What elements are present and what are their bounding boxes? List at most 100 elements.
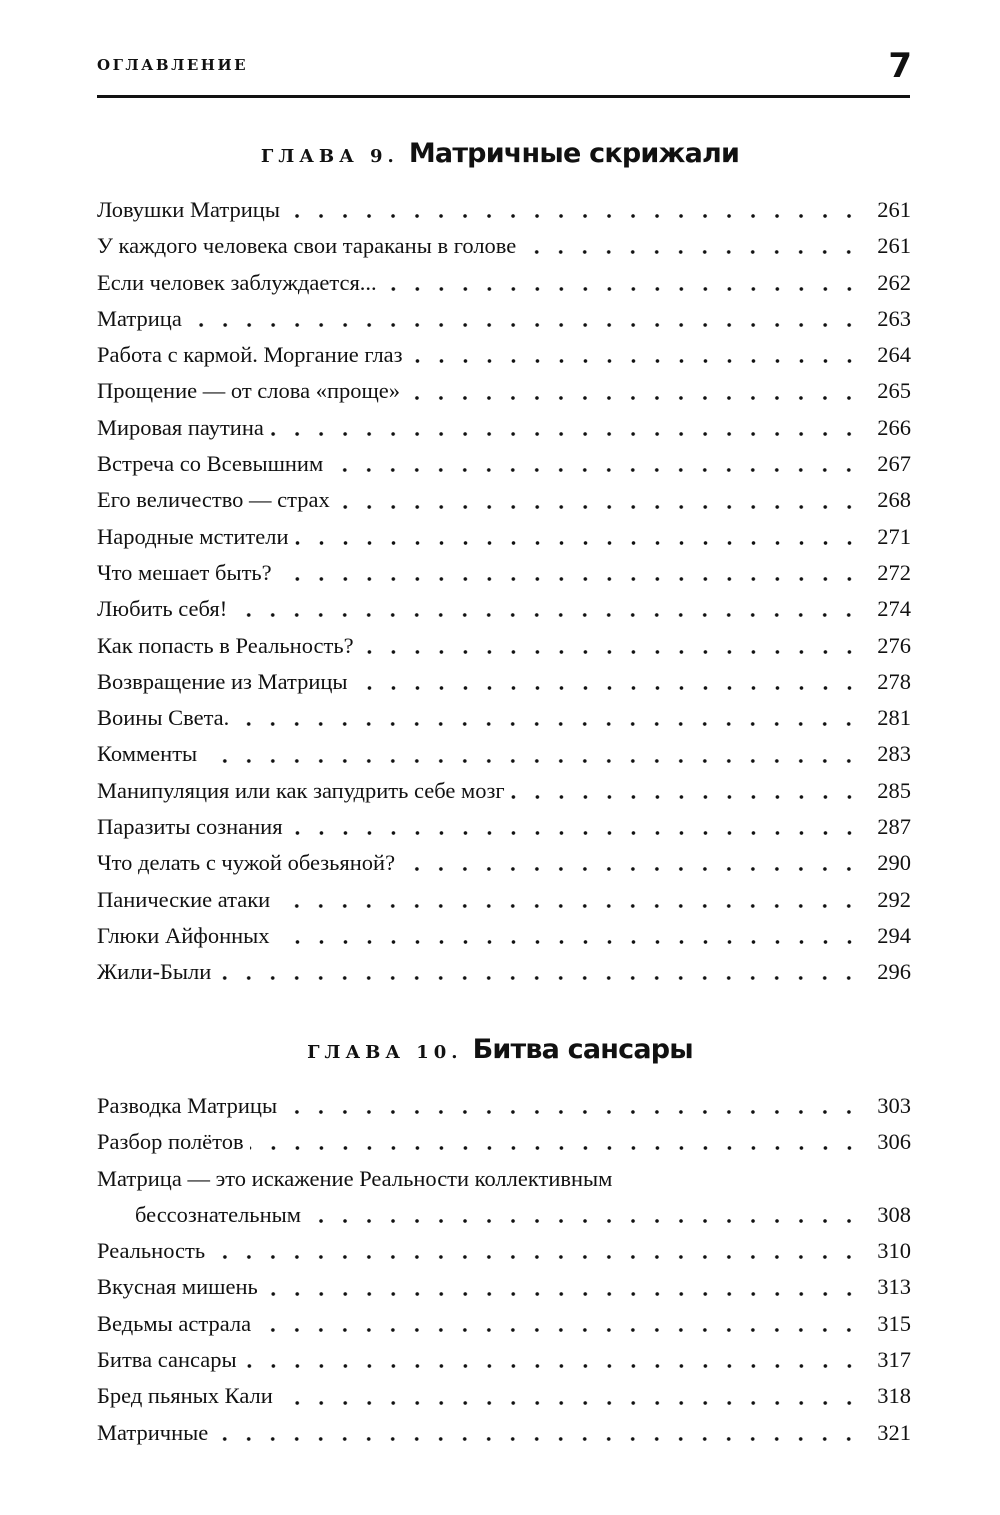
toc-entry[interactable]: Манипуляция или как запудрить себе мозг 2… [97,773,911,809]
toc-entry[interactable]: Воины Света. 281 [97,700,911,736]
entry-page: 274 [877,596,911,622]
toc-entry[interactable]: Матрица — это искажение Реальности колле… [97,1161,911,1197]
toc-entry[interactable]: Если человек заблуждается... 262 [97,265,911,301]
toc-entry[interactable]: Возвращение из Матрицы 278 [97,664,911,700]
entry-title: Возвращение из Матрицы [97,668,348,694]
toc-entry[interactable]: Народные мстители 271 [97,519,911,555]
entry-page: 296 [877,959,911,985]
entry-page: 315 [877,1310,911,1336]
dot-leader [263,1289,861,1298]
toc-entry[interactable]: Ведьмы астрала 315 [97,1306,911,1342]
entry-page: 303 [877,1093,911,1118]
dot-leader [359,647,861,656]
chapter-title: Битва сансары [472,1034,694,1065]
dot-leader [294,538,861,547]
toc-entry[interactable]: Прощение — от слова «проще» 265 [97,373,911,409]
entry-title-continuation: бессознательным [135,1201,301,1227]
entry-title: У каждого человека свои тараканы в голов… [97,233,517,259]
entry-title: Ловушки Матрицы [97,197,280,222]
toc-entry[interactable]: Матрица 263 [97,301,911,337]
entry-page: 267 [877,451,911,477]
entry-title: Что делать с чужой обезьяной? [97,850,396,876]
entry-title: Манипуляция или как запудрить себе мозг [97,777,505,803]
entry-title: Панические атаки [97,886,271,912]
entry-title: Бред пьяных Кали [97,1383,273,1409]
toc-entry[interactable]: Как попасть в Реальность? 276 [97,628,911,664]
toc-entry[interactable]: Его величество — страх 268 [97,482,911,518]
entry-title: Если человек заблуждается... [97,269,377,295]
dot-leader [401,865,861,874]
entry-title: Вкусная мишень [97,1274,258,1300]
toc-entry[interactable]: Бред пьяных Кали 318 [97,1378,911,1414]
dot-leader [278,1398,861,1407]
toc-entry[interactable]: Битва сансары 317 [97,1342,911,1378]
entry-page: 310 [877,1238,911,1264]
entry-title: Жили-Были [97,959,212,985]
page-number: 7 [888,46,912,86]
entry-title: Матрица [97,305,182,331]
toc-entry-continuation[interactable]: бессознательным 308 [97,1197,911,1233]
chapter-heading: ГЛАВА 10. Битва сансары [0,1034,1000,1065]
chapter-label: ГЛАВА 10. [307,1042,463,1063]
entry-title: Встреча со Всевышним [97,451,324,477]
dot-leader [406,393,861,402]
toc-entry[interactable]: Комменты 283 [97,736,911,772]
entry-page: 263 [877,305,911,331]
entry-page: 294 [877,922,911,948]
toc-entry[interactable]: Паразиты сознания 287 [97,809,911,845]
toc-entry[interactable]: Жили-Были 296 [97,954,911,990]
toc-entry[interactable]: Любить себя! 274 [97,591,911,627]
dot-leader [353,684,861,692]
entry-title: Любить себя! [97,596,228,622]
toc-entry[interactable]: Что делать с чужой обезьяной? 290 [97,845,911,881]
entry-title: Разбор полётов [97,1129,244,1155]
toc-entry[interactable]: Работа с кармой. Моргание глаз 264 [97,337,911,373]
dot-leader [203,756,861,765]
chapter-label: ГЛАВА 9. [260,146,399,167]
toc-entry[interactable]: Что мешает быть? 272 [97,555,911,591]
entry-title: Глюки Айфонных [97,922,270,948]
dot-leader [275,938,861,947]
entry-title: Его величество — страх [97,487,330,513]
toc-entry[interactable]: Матричные 321 [97,1415,911,1451]
entry-page: 265 [877,378,911,404]
entry-page: 264 [877,342,911,368]
entry-page: 321 [877,1419,911,1445]
toc-entry[interactable]: Мировая паутина 266 [97,410,911,446]
entry-title: Матричные [97,1419,209,1445]
dot-leader [408,357,861,366]
dot-leader [306,1217,861,1226]
dot-leader [257,1325,861,1334]
toc-entry[interactable]: Разбор полётов 306 [97,1124,911,1160]
dot-leader [288,829,861,838]
toc-entry[interactable]: У каждого человека свои тараканы в голов… [97,228,911,264]
entry-page: 271 [877,523,911,549]
entry-title: Воины Света. [97,705,230,731]
toc-entry[interactable]: Встреча со Всевышним 267 [97,446,911,482]
toc-entry[interactable]: Панические атаки 292 [97,882,911,918]
entry-title: Прощение — от слова «проще» [97,378,401,404]
entry-page: 287 [877,814,911,840]
dot-leader [214,1434,861,1443]
header-rule [97,95,910,98]
entry-page: 261 [877,233,911,259]
toc-entry[interactable]: Вкусная мишень 313 [97,1269,911,1305]
entry-page: 318 [877,1383,911,1409]
entry-title: Работа с кармой. Моргание глаз [97,342,403,368]
entry-title: Что мешает быть? [97,559,272,585]
chapter-title: Матричные скрижали [408,138,740,169]
entry-page: 317 [877,1347,911,1373]
dot-leader [235,720,861,729]
toc-list: Разводка Матрицы 303 Разбор полётов 306 Матр… [97,1088,911,1451]
toc-entry[interactable]: Разводка Матрицы 303 [97,1088,911,1124]
toc-entry[interactable]: Ловушки Матрицы 261 [97,192,911,228]
entry-title: Паразиты сознания [97,814,283,840]
entry-page: 268 [877,487,911,513]
entry-title: Комменты [97,741,198,767]
dot-leader [283,1108,861,1117]
dot-leader [233,611,861,620]
toc-entry[interactable]: Реальность 310 [97,1233,911,1269]
toc-entry[interactable]: Глюки Айфонных 294 [97,918,911,954]
dot-leader [249,1144,861,1153]
entry-page: 278 [877,668,911,694]
